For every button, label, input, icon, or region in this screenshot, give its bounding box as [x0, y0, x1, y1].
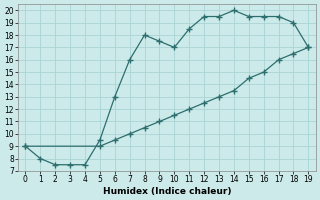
X-axis label: Humidex (Indice chaleur): Humidex (Indice chaleur)	[103, 187, 231, 196]
